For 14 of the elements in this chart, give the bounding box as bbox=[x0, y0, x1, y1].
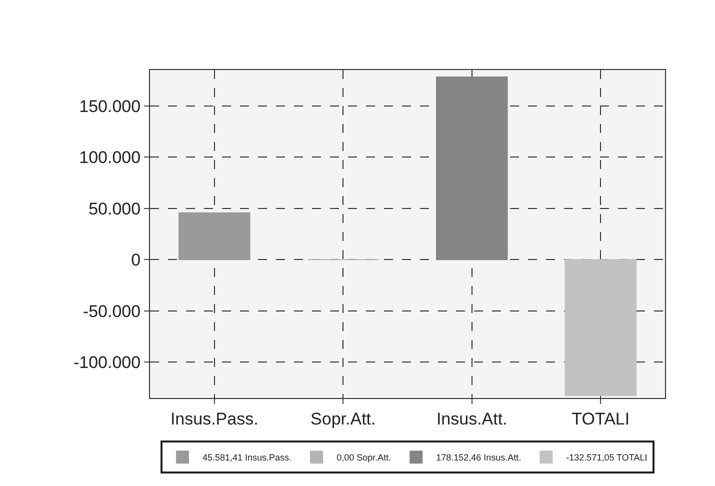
legend-label: -132.571,05 TOTALI bbox=[566, 452, 648, 463]
legend-label: 45.581,41 Insus.Pass. bbox=[202, 452, 292, 463]
y-tick-label: -50.000 bbox=[82, 302, 141, 321]
y-tick-label: 150.000 bbox=[79, 96, 141, 116]
y-tick-label: 50.000 bbox=[88, 199, 141, 218]
y-tick-label: 100.000 bbox=[79, 148, 141, 168]
x-tick-label: TOTALI bbox=[572, 409, 630, 428]
x-tick-label: Insus.Att. bbox=[436, 409, 508, 428]
x-tick-label: Insus.Pass. bbox=[170, 409, 258, 428]
legend-label: 178.152,46 Insus.Att. bbox=[436, 452, 522, 463]
y-tick-label: -100.000 bbox=[73, 353, 141, 372]
y-tick-label: 0 bbox=[131, 250, 141, 270]
x-tick-label: Sopr.Att. bbox=[310, 409, 376, 428]
legend-label: 0,00 Sopr.Att. bbox=[336, 452, 392, 463]
